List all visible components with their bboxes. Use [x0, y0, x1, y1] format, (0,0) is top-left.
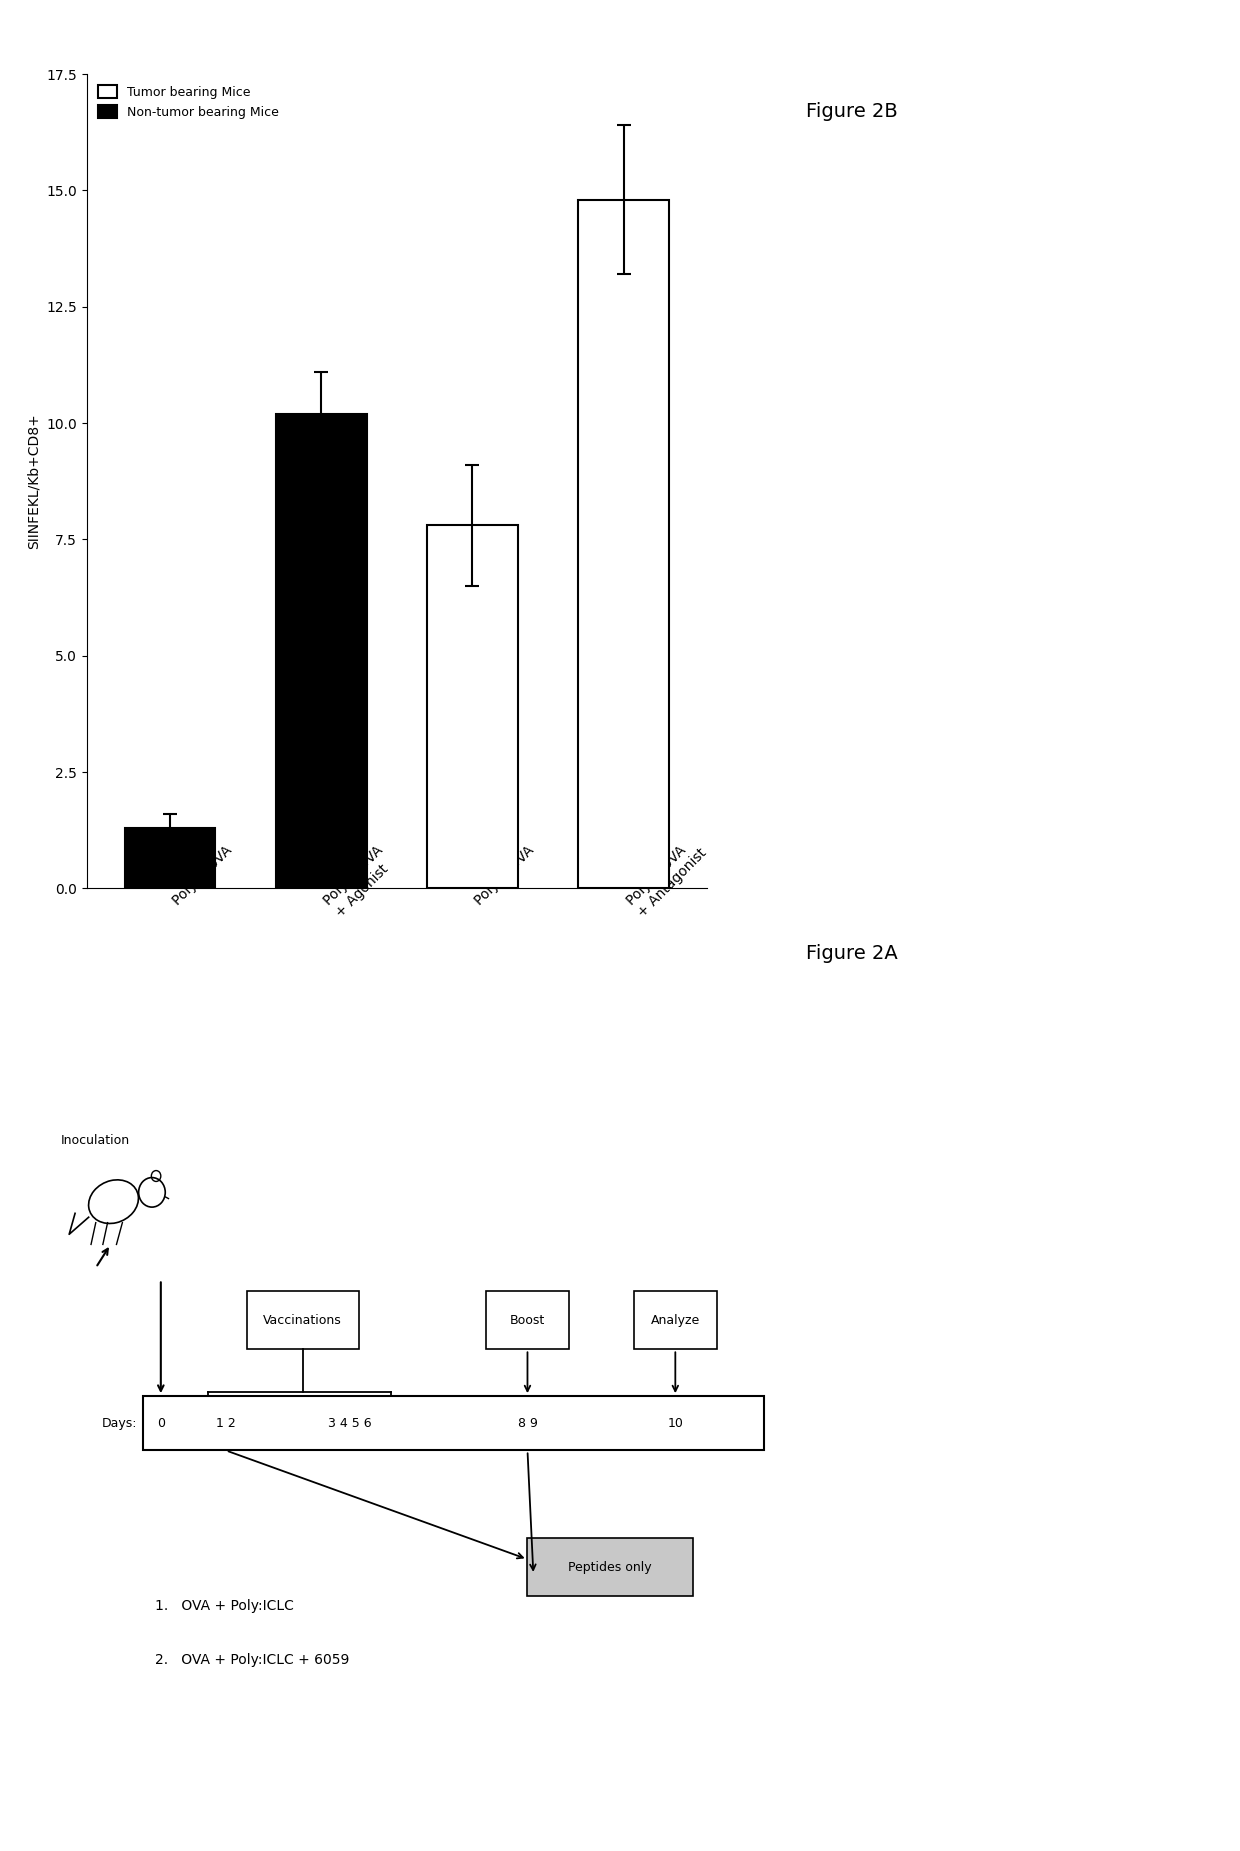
Bar: [578, 200, 670, 888]
FancyBboxPatch shape: [247, 1292, 358, 1349]
Bar: [124, 827, 216, 888]
Text: Figure 2B: Figure 2B: [806, 102, 898, 120]
Y-axis label: SIINFEKL/Kb+CD8+: SIINFEKL/Kb+CD8+: [27, 413, 41, 550]
Bar: [159, 864, 181, 888]
Bar: [275, 415, 367, 888]
Text: 8 9: 8 9: [517, 1416, 537, 1429]
FancyBboxPatch shape: [634, 1292, 717, 1349]
Text: Boost: Boost: [510, 1314, 546, 1327]
Text: 10: 10: [667, 1416, 683, 1429]
Bar: [427, 526, 518, 888]
Text: Figure 2A: Figure 2A: [806, 944, 898, 963]
Text: Peptides only: Peptides only: [568, 1560, 652, 1573]
Text: Inoculation: Inoculation: [61, 1135, 130, 1148]
Text: 1 2: 1 2: [216, 1416, 236, 1429]
Legend: Tumor bearing Mice, Non-tumor bearing Mice: Tumor bearing Mice, Non-tumor bearing Mi…: [93, 80, 284, 124]
Text: 3 4 5 6: 3 4 5 6: [329, 1416, 372, 1429]
Text: 0: 0: [156, 1416, 165, 1429]
FancyBboxPatch shape: [527, 1538, 693, 1596]
Text: Vaccinations: Vaccinations: [263, 1314, 342, 1327]
Text: Analyze: Analyze: [651, 1314, 699, 1327]
FancyBboxPatch shape: [143, 1396, 764, 1451]
FancyBboxPatch shape: [486, 1292, 569, 1349]
Text: Days:: Days:: [102, 1416, 138, 1429]
Text: 2.   OVA + Poly:ICLC + 6059: 2. OVA + Poly:ICLC + 6059: [155, 1653, 350, 1668]
Text: 1.   OVA + Poly:ICLC: 1. OVA + Poly:ICLC: [155, 1599, 294, 1612]
